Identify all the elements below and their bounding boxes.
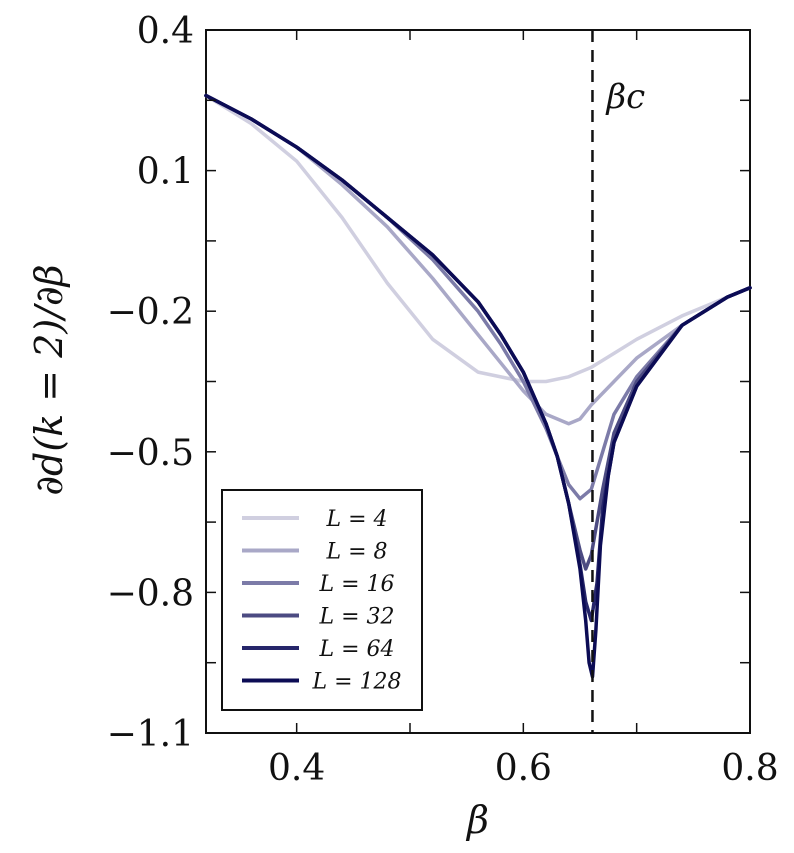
x-axis-title: β <box>465 798 489 842</box>
legend-label-3: L = 32 <box>318 605 394 630</box>
y-tick-label: −0.8 <box>107 573 194 614</box>
y-tick-label: 0.4 <box>137 11 194 52</box>
y-tick-label: −1.1 <box>107 714 194 755</box>
series-line-5 <box>204 93 752 679</box>
series-line-2 <box>204 93 752 501</box>
legend-label-0: L = 4 <box>325 507 387 532</box>
annotation-layer: βc <box>591 30 645 733</box>
series-layer <box>204 93 752 679</box>
legend-label-4: L = 64 <box>318 637 394 662</box>
series-line-0 <box>204 93 752 384</box>
y-tick-label: 0.1 <box>137 152 194 193</box>
y-axis-title: ∂d(k = 2)/∂β <box>27 264 71 495</box>
legend: L = 4 L = 8 L = 16 L = 32 L = 64 L = 128 <box>221 489 423 711</box>
y-tick-label: −0.5 <box>107 433 194 474</box>
x-tick-label: 0.6 <box>495 748 552 789</box>
x-tick-label: 0.8 <box>721 748 778 789</box>
legend-label-5: L = 128 <box>311 670 401 695</box>
x-tick-label: 0.4 <box>268 748 325 789</box>
legend-label-1: L = 8 <box>325 540 387 565</box>
series-line-1 <box>204 93 752 426</box>
y-tick-label: −0.2 <box>107 292 194 333</box>
tick-layer: 0.4 0.6 0.8 −1.1 −0.8 −0.5 −0.2 0.1 0.4 <box>107 11 779 789</box>
legend-box <box>221 489 423 711</box>
legend-label-2: L = 16 <box>318 572 394 597</box>
beta-c-label: βc <box>604 77 645 117</box>
